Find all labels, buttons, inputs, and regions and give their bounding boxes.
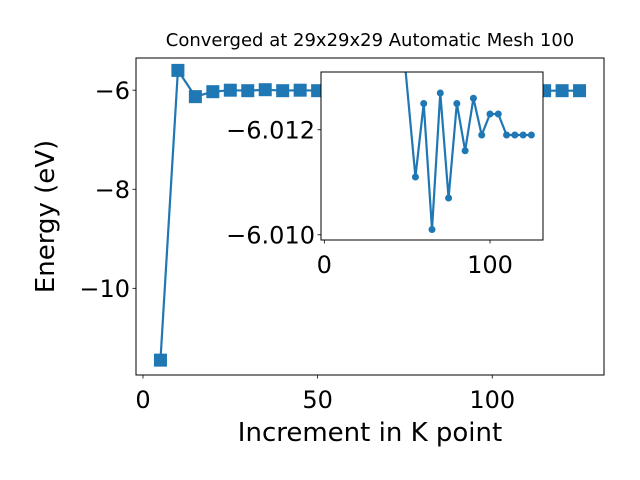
inset-plot-border [320,71,544,241]
main-data-point [188,90,202,104]
inset-data-point [453,100,461,107]
inset-data-point [527,131,535,139]
inset-data-layer [404,72,535,233]
inset-data-point [519,131,527,139]
inset-data-point [461,147,469,155]
main-data-point [555,84,569,98]
inset-data-point [420,100,428,107]
main-x-tick-label: 100 [469,386,515,414]
inset-data-point [436,89,444,97]
main-y-tick-label: −10 [79,275,130,303]
inset-x-tick-label: 0 [317,251,332,279]
inset-chart: 0 100 −6.012 −6.010 [226,71,544,279]
inset-data-point [445,194,453,202]
main-data-point [276,84,290,98]
inset-x-tick-label: 100 [467,251,513,279]
main-data-point [223,83,237,97]
inset-y-tick-label: −6.010 [226,221,315,249]
main-data-point [171,63,185,77]
main-data-point [258,83,272,97]
inset-data-point [494,110,502,118]
inset-data-point [469,94,477,102]
main-data-point [241,84,255,98]
inset-data-point [428,226,436,233]
inset-data-point [411,173,419,181]
inset-data-point [486,110,494,118]
main-x-tick-label: 50 [302,386,333,414]
inset-data-point [511,131,519,139]
main-y-axis-label: Energy (eV) [31,140,61,293]
main-x-tick-label: 0 [135,386,150,414]
main-data-point [206,85,220,99]
main-chart-title: Converged at 29x29x29 Automatic Mesh 100 [166,30,575,51]
main-y-tick-label: −6 [95,77,130,105]
main-plot-border [135,57,605,376]
main-x-axis-label: Increment in K point [238,418,502,448]
main-y-tick-label: −8 [95,176,130,204]
main-data-point [293,83,307,97]
inset-y-tick-label: −6.012 [226,116,315,144]
main-data-point [573,84,587,98]
inset-data-point [503,131,511,139]
inset-data-point [478,131,486,139]
inset-series-line [404,72,532,231]
main-data-point [153,353,167,367]
